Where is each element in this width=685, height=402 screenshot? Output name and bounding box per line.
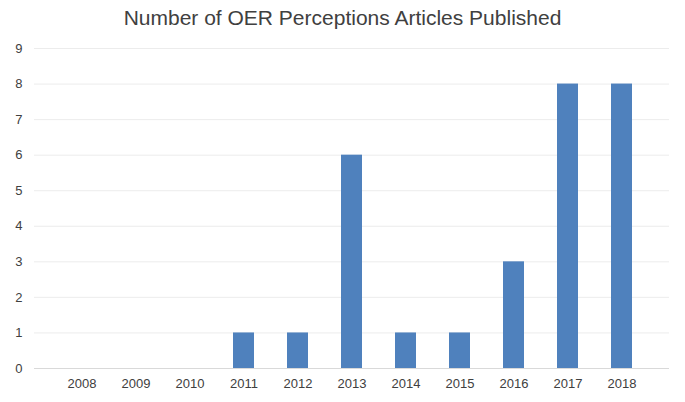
svg-text:2018: 2018 [608, 376, 637, 391]
html-text:Number of OER Perceptions Arti: Number of OER Perceptions Articles Publi… [123, 6, 562, 29]
svg-text:1: 1 [15, 325, 22, 340]
svg-text:7: 7 [15, 112, 22, 127]
svg-text:3: 3 [15, 254, 22, 269]
svg-text:9: 9 [15, 41, 22, 56]
svg-text:2015: 2015 [446, 376, 475, 391]
svg-text:2013: 2013 [338, 376, 367, 391]
svg-text:4: 4 [15, 218, 22, 233]
svg-text:2: 2 [15, 290, 22, 305]
svg-text:2008: 2008 [68, 376, 97, 391]
svg-text:8: 8 [15, 76, 22, 91]
svg-text:2012: 2012 [284, 376, 313, 391]
svg-text:5: 5 [15, 183, 22, 198]
svg-text:6: 6 [15, 147, 22, 162]
svg-text:2016: 2016 [500, 376, 529, 391]
svg-text:2009: 2009 [122, 376, 151, 391]
svg-text:2017: 2017 [554, 376, 583, 391]
svg-text:2010: 2010 [176, 376, 205, 391]
svg-text:2014: 2014 [392, 376, 421, 391]
svg-text:2011: 2011 [230, 376, 258, 391]
svg-text:0: 0 [15, 361, 22, 376]
